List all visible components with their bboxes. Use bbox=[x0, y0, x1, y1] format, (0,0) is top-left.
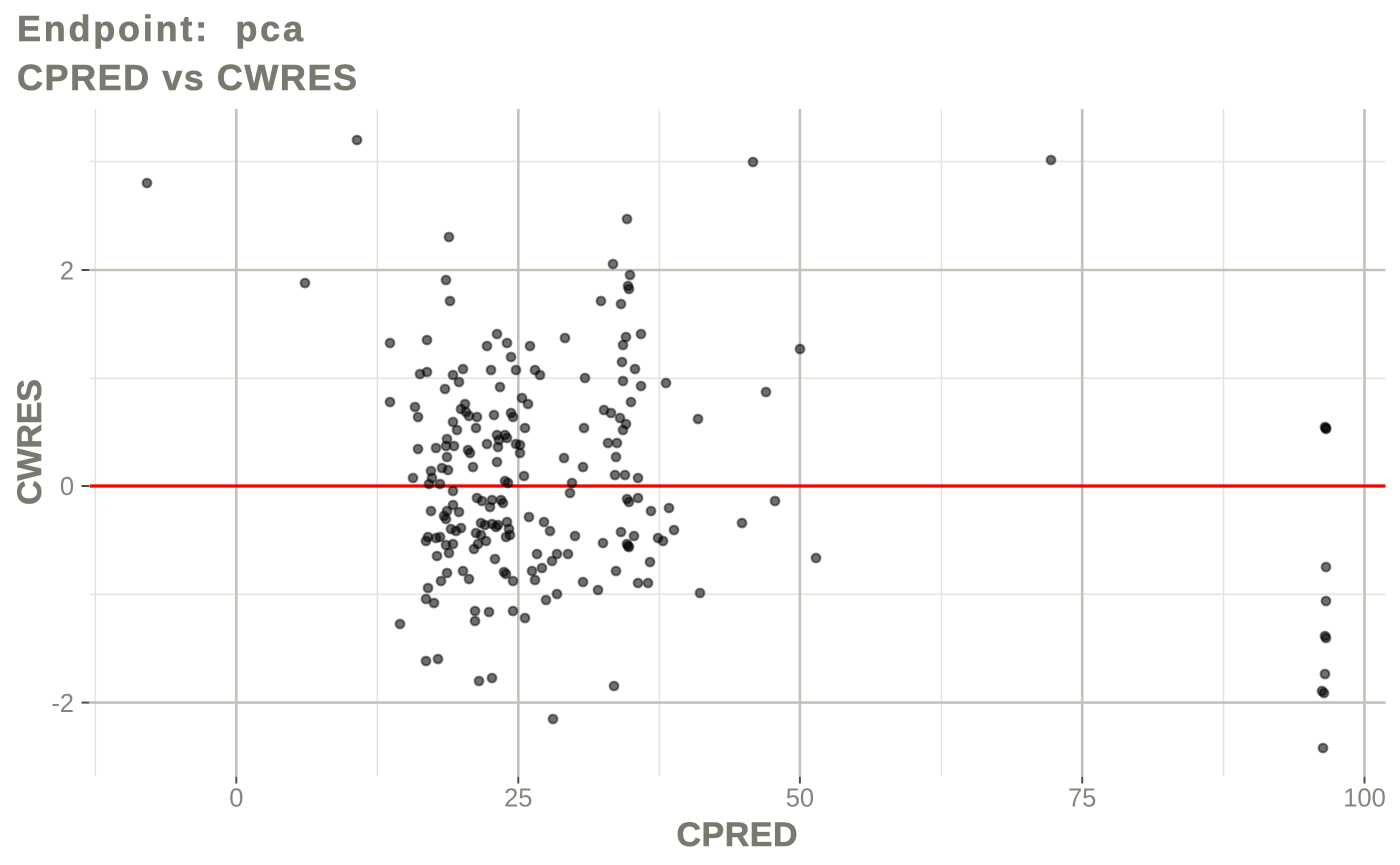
svg-text:-2: -2 bbox=[51, 690, 74, 718]
svg-text:0: 0 bbox=[60, 473, 74, 501]
svg-text:2: 2 bbox=[60, 258, 74, 286]
svg-text:100: 100 bbox=[1343, 785, 1386, 813]
svg-text:Endpoint: pca: Endpoint: pca bbox=[17, 8, 304, 49]
svg-text:CPRED: CPRED bbox=[677, 816, 798, 854]
svg-text:0: 0 bbox=[229, 785, 243, 813]
svg-text:CPRED vs CWRES: CPRED vs CWRES bbox=[17, 57, 357, 98]
svg-text:CWRES: CWRES bbox=[11, 379, 49, 505]
svg-text:25: 25 bbox=[504, 785, 532, 813]
svg-text:75: 75 bbox=[1068, 785, 1096, 813]
svg-text:50: 50 bbox=[786, 785, 814, 813]
